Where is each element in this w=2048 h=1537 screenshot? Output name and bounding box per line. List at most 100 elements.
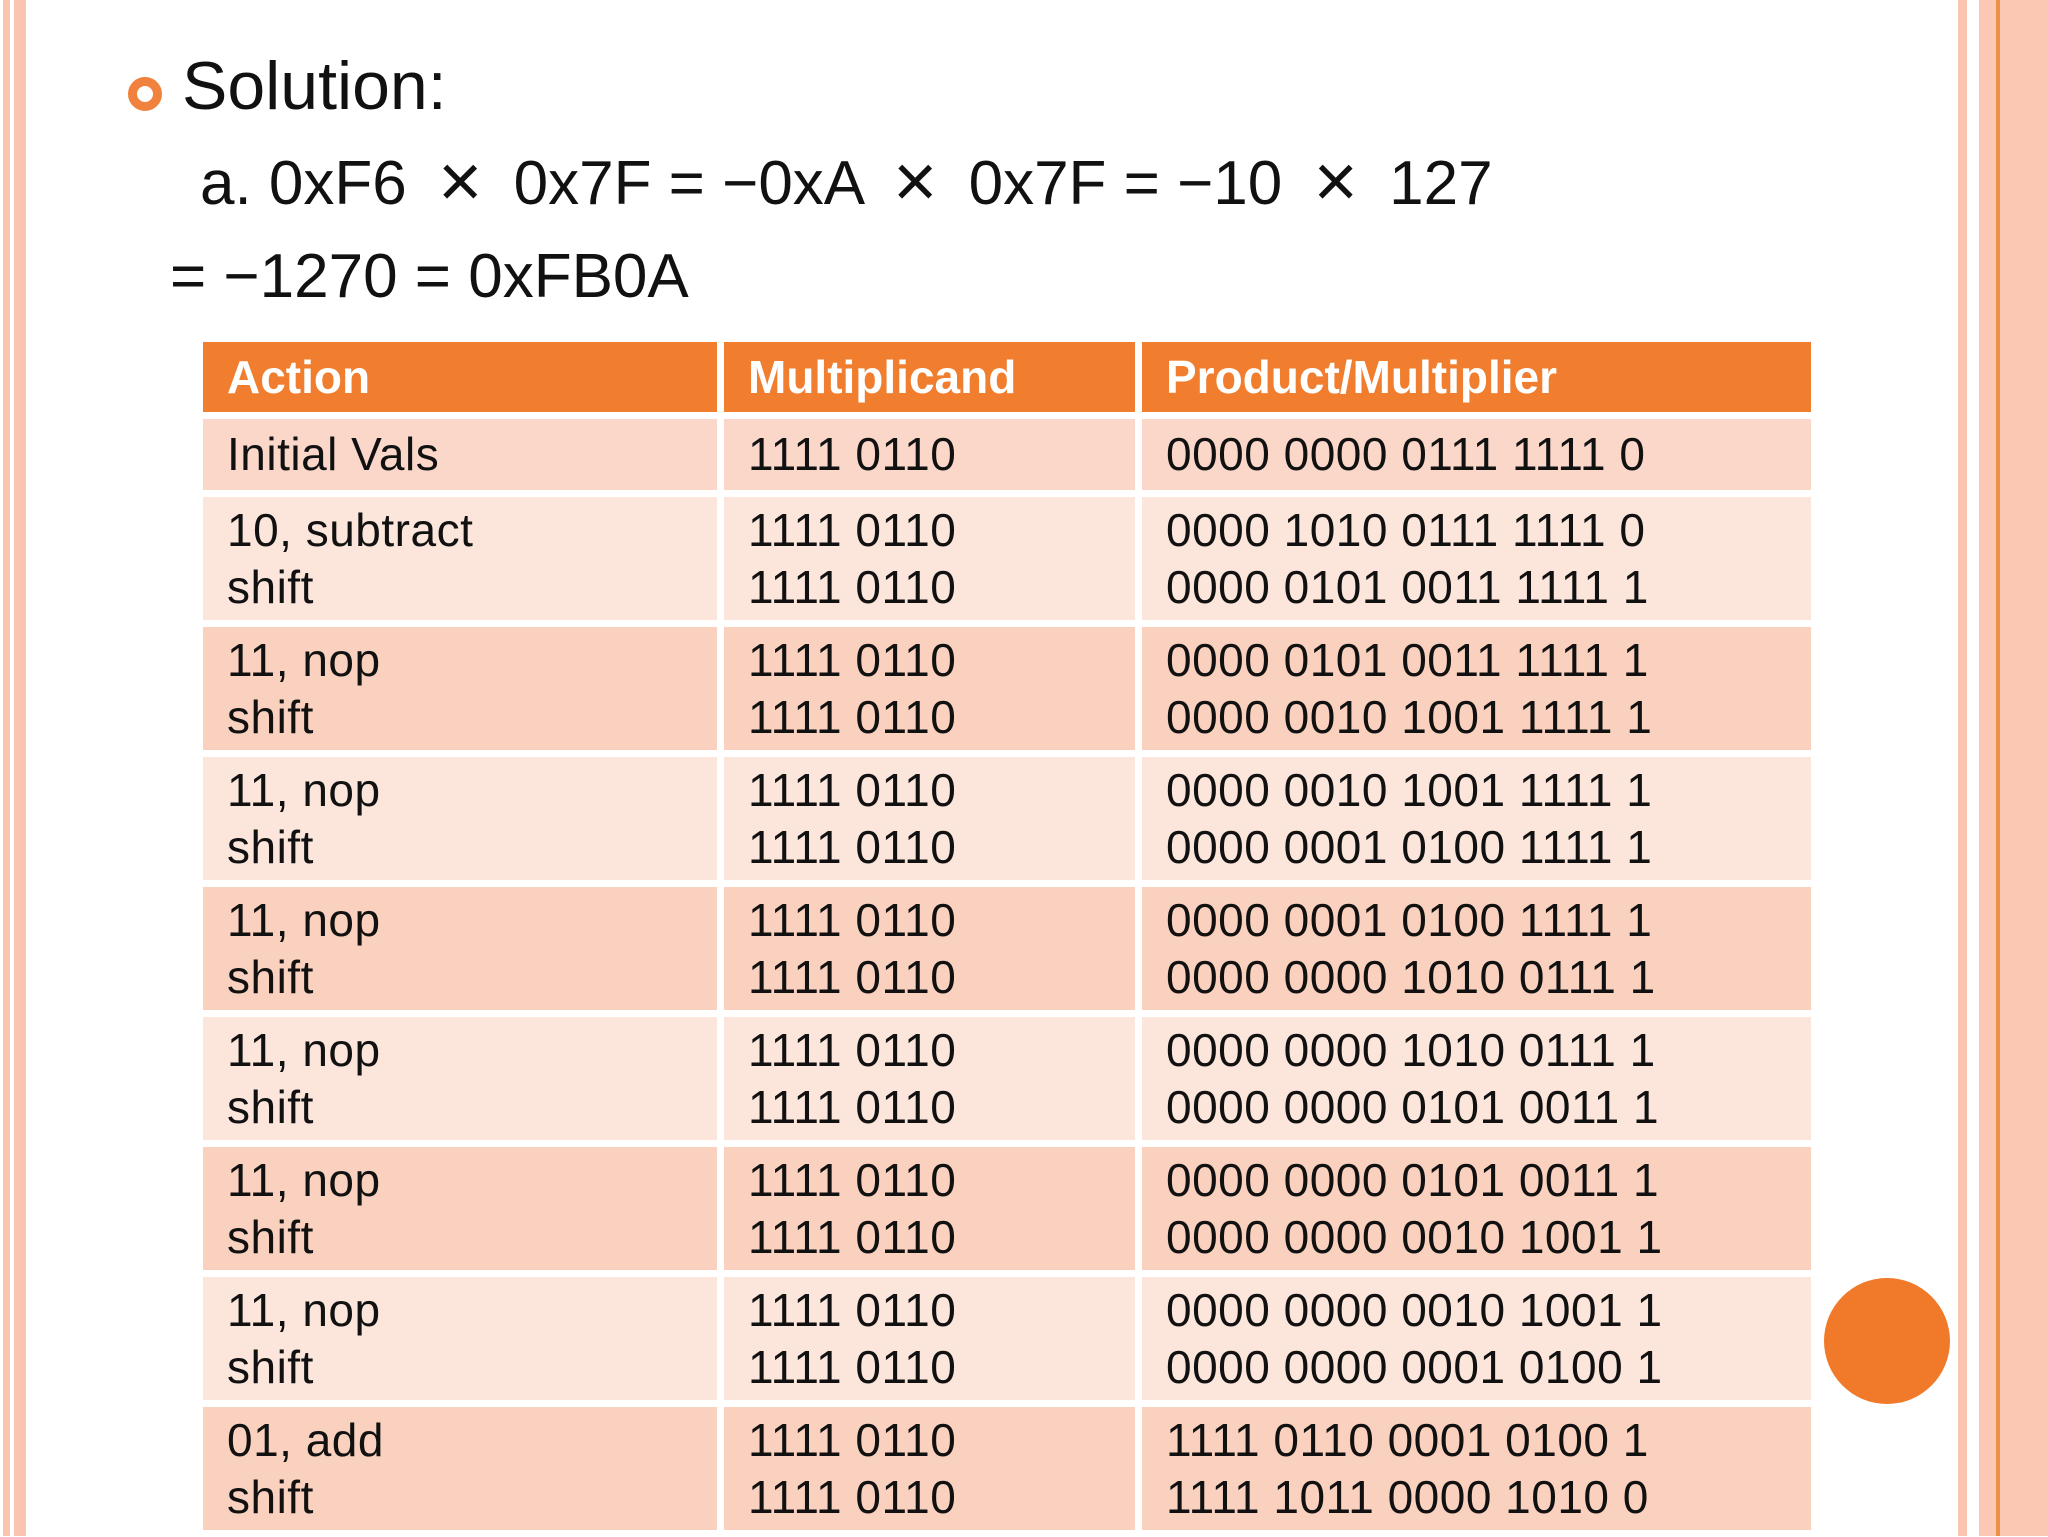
cell-action: 11, nop shift <box>203 757 717 880</box>
cell-line: 0000 0000 0001 0100 1 <box>1166 1340 1663 1393</box>
left-border-stripe-outer <box>3 0 10 1536</box>
right-border-accent-line <box>1996 0 2000 1536</box>
cell-line: shift <box>227 1210 314 1263</box>
cell-line: 0000 0000 0010 1001 1 <box>1166 1210 1663 1263</box>
cell-line: 0000 0001 0100 1111 1 <box>1166 820 1653 873</box>
table-body: Initial Vals 1111 0110 0000 0000 0111 1111… <box>203 419 1811 1530</box>
table-row: 11, nop shift 1111 0110 1111 0110 0000 0101 … <box>203 627 1811 750</box>
cell-line: shift <box>227 690 314 743</box>
bullet-icon <box>128 77 162 111</box>
cell-line: 11, nop <box>227 1023 381 1076</box>
table-row: 11, nop shift 1111 0110 1111 0110 0000 0001 … <box>203 887 1811 1010</box>
cell-product: 0000 1010 0111 1111 0 0000 0101 0011 1111… <box>1142 497 1811 620</box>
column-header-multiplicand: Multiplicand <box>724 342 1135 412</box>
table-row: Initial Vals 1111 0110 0000 0000 0111 1111… <box>203 419 1811 490</box>
cell-multiplicand: 1111 0110 1111 0110 <box>724 627 1135 750</box>
cell-line: shift <box>227 1340 314 1393</box>
cell-line: 11, nop <box>227 1283 381 1336</box>
cell-line: shift <box>227 1470 314 1523</box>
cell-line: 1111 0110 <box>748 560 957 613</box>
cell-product: 0000 0000 0111 1111 0 <box>1142 419 1811 490</box>
cell-multiplicand: 1111 0110 1111 0110 <box>724 1017 1135 1140</box>
decorative-circle <box>1824 1278 1950 1404</box>
cell-line: 1111 0110 <box>748 690 957 743</box>
cell-action: Initial Vals <box>203 419 717 490</box>
cell-line: 1111 0110 <box>748 1080 957 1133</box>
cell-line: 1111 0110 <box>748 763 957 816</box>
cell-line: 1111 0110 <box>748 1210 957 1263</box>
cell-action: 11, nop shift <box>203 1147 717 1270</box>
table-row: 11, nop shift 1111 0110 1111 0110 0000 0000 … <box>203 1017 1811 1140</box>
cell-multiplicand: 1111 0110 1111 0110 <box>724 1277 1135 1400</box>
cell-line: 0000 0000 0111 1111 0 <box>1166 428 1646 480</box>
cell-line: 11, nop <box>227 893 381 946</box>
cell-line: 01, add <box>227 1413 384 1466</box>
cell-action: 11, nop shift <box>203 1277 717 1400</box>
cell-line: shift <box>227 950 314 1003</box>
cell-line: 1111 0110 <box>748 820 957 873</box>
multiply-sign: × <box>1313 139 1358 224</box>
cell-line: shift <box>227 820 314 873</box>
cell-line: shift <box>227 560 314 613</box>
cell-line: 1111 0110 <box>748 1153 957 1206</box>
cell-product: 0000 0101 0011 1111 1 0000 0010 1001 1111… <box>1142 627 1811 750</box>
multiply-sign: × <box>438 139 483 224</box>
cell-product: 0000 0000 0010 1001 1 0000 0000 0001 0100… <box>1142 1277 1811 1400</box>
cell-product: 0000 0000 0101 0011 1 0000 0000 0010 1001… <box>1142 1147 1811 1270</box>
cell-line: 0000 0010 1001 1111 1 <box>1166 763 1653 816</box>
cell-line: 1111 0110 <box>748 428 957 480</box>
cell-line: 1111 0110 <box>748 503 957 556</box>
cell-line: 1111 0110 <box>748 633 957 686</box>
cell-action: 11, nop shift <box>203 887 717 1010</box>
cell-line: 0000 0000 0101 0011 1 <box>1166 1153 1660 1206</box>
cell-action: 10, subtract shift <box>203 497 717 620</box>
multiply-sign: × <box>892 139 938 224</box>
cell-line: 0000 0101 0011 1111 1 <box>1166 633 1649 686</box>
cell-line: 0000 0000 1010 0111 1 <box>1166 950 1656 1003</box>
cell-line: 1111 0110 <box>748 1413 957 1466</box>
table-row: 10, subtract shift 1111 0110 1111 0110 0000 … <box>203 497 1811 620</box>
cell-action: 11, nop shift <box>203 627 717 750</box>
cell-line: 0000 0000 1010 0111 1 <box>1166 1023 1656 1076</box>
column-header-action: Action <box>203 342 717 412</box>
table-row: 01, add shift 1111 0110 1111 0110 1111 0110 … <box>203 1407 1811 1530</box>
cell-product: 0000 0010 1001 1111 1 0000 0001 0100 1111… <box>1142 757 1811 880</box>
cell-line: 1111 0110 <box>748 1023 957 1076</box>
cell-line: 1111 1011 0000 1010 0 <box>1166 1470 1649 1523</box>
cell-line: shift <box>227 1080 314 1133</box>
table-header-row: Action Multiplicand Product/Multiplier <box>203 342 1811 412</box>
cell-multiplicand: 1111 0110 1111 0110 <box>724 757 1135 880</box>
table-row: 11, nop shift 1111 0110 1111 0110 0000 0000 … <box>203 1147 1811 1270</box>
cell-line: 10, subtract <box>227 503 474 556</box>
cell-multiplicand: 1111 0110 1111 0110 <box>724 1147 1135 1270</box>
cell-multiplicand: 1111 0110 1111 0110 <box>724 497 1135 620</box>
cell-line: Initial Vals <box>227 428 440 480</box>
cell-line: 0000 1010 0111 1111 0 <box>1166 503 1646 556</box>
formula-line-2: = −1270 = 0xFB0A <box>170 242 689 311</box>
cell-line: 0000 0000 0010 1001 1 <box>1166 1283 1663 1336</box>
cell-product: 0000 0000 1010 0111 1 0000 0000 0101 0011… <box>1142 1017 1811 1140</box>
cell-line: 1111 0110 <box>748 950 957 1003</box>
cell-line: 1111 0110 <box>748 1470 957 1523</box>
cell-line: 0000 0101 0011 1111 1 <box>1166 560 1649 613</box>
cell-product: 1111 0110 0001 0100 1 1111 1011 0000 1010… <box>1142 1407 1811 1530</box>
column-header-product-multiplier: Product/Multiplier <box>1142 342 1811 412</box>
cell-product: 0000 0001 0100 1111 1 0000 0000 1010 0111… <box>1142 887 1811 1010</box>
cell-multiplicand: 1111 0110 1111 0110 <box>724 1407 1135 1530</box>
formula-line-1: a. 0xF6 × 0x7F = −0xA × 0x7F = −10 × 127 <box>200 139 1493 224</box>
right-border-stripe-thin <box>1958 0 1967 1536</box>
cell-line: 1111 0110 <box>748 1283 957 1336</box>
cell-line: 1111 0110 0001 0100 1 <box>1166 1413 1649 1466</box>
cell-multiplicand: 1111 0110 1111 0110 <box>724 887 1135 1010</box>
cell-action: 01, add shift <box>203 1407 717 1530</box>
cell-line: 0000 0010 1001 1111 1 <box>1166 690 1653 743</box>
cell-line: 1111 0110 <box>748 893 957 946</box>
cell-multiplicand: 1111 0110 <box>724 419 1135 490</box>
cell-line: 0000 0001 0100 1111 1 <box>1166 893 1653 946</box>
slide-title: Solution: <box>182 48 447 124</box>
cell-line: 11, nop <box>227 1153 381 1206</box>
cell-line: 11, nop <box>227 763 381 816</box>
left-border-stripe-inner <box>14 0 26 1536</box>
right-border-band <box>1979 0 2048 1536</box>
